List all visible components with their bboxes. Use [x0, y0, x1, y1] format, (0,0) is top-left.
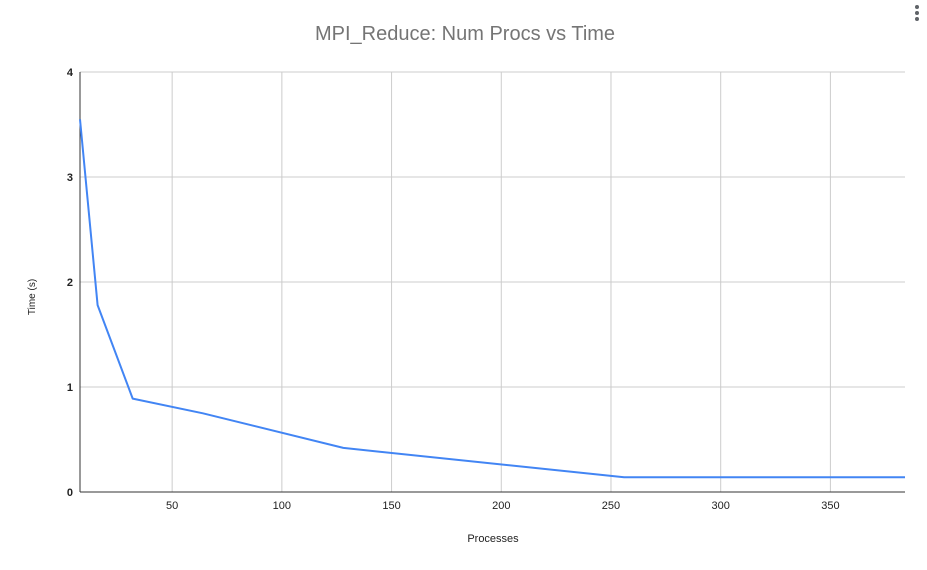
series-line: [79, 119, 905, 479]
x-tick-label: 250: [602, 500, 620, 512]
x-tick-label: 150: [382, 500, 400, 512]
y-axis-label: Time (s): [27, 279, 38, 315]
x-tick-label: 50: [166, 500, 178, 512]
y-tick-label: 3: [67, 172, 73, 184]
y-tick-label: 0: [67, 487, 73, 499]
grid: [80, 71, 905, 492]
y-tick-label: 4: [67, 67, 74, 79]
axes: 0 1 2 3 4 50 100 150 200 250 300 350: [67, 67, 905, 512]
chart-title: MPI_Reduce: Num Procs vs Time: [315, 23, 615, 45]
x-tick-label: 300: [712, 500, 730, 512]
x-tick-label: 350: [821, 500, 839, 512]
series: [79, 119, 905, 479]
x-tick-label: 100: [273, 500, 291, 512]
y-tick-label: 2: [67, 277, 73, 289]
x-axis-label: Processes: [467, 533, 519, 545]
y-tick-label: 1: [67, 382, 73, 394]
more-vert-icon[interactable]: [910, 2, 924, 24]
x-tick-label: 200: [492, 500, 510, 512]
